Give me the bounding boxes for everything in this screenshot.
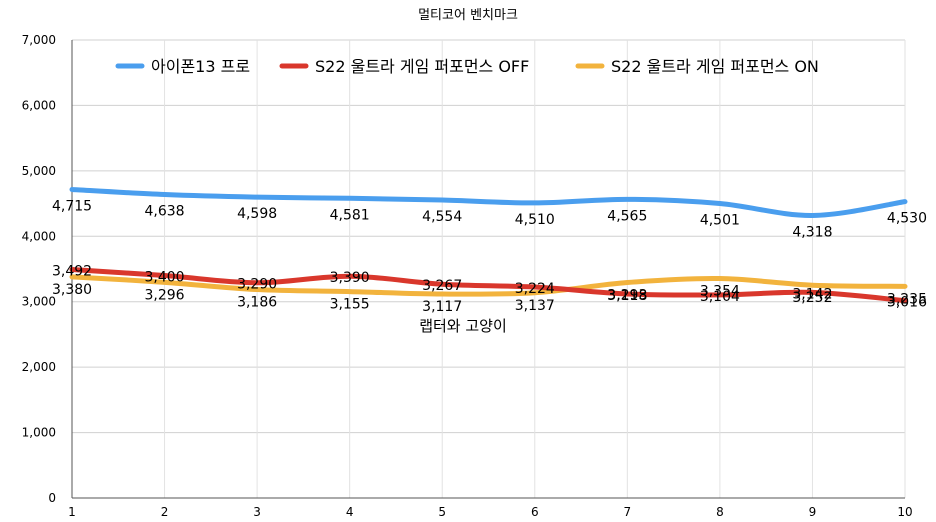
data-labels: 4,715 4,638 4,598 4,581 4,554 4,510 4,565 4,501… xyxy=(52,199,927,316)
y-tick-label: 3,000 xyxy=(22,295,56,309)
data-label: 3,380 xyxy=(52,282,92,298)
data-label: 4,554 xyxy=(422,209,462,225)
data-label: 3,400 xyxy=(145,270,185,286)
data-label: 3,104 xyxy=(700,289,740,305)
y-tick-label: 1,000 xyxy=(22,426,56,440)
legend-label: S22 울트라 게임 퍼포먼스 OFF xyxy=(315,57,529,76)
y-tick-label: 6,000 xyxy=(22,98,56,112)
data-label: 3,117 xyxy=(422,299,462,315)
gridlines xyxy=(71,39,906,499)
data-label: 3,235 xyxy=(887,291,927,307)
data-label: 3,252 xyxy=(792,290,832,306)
series-line-0 xyxy=(69,187,908,218)
data-label: 3,296 xyxy=(145,287,185,303)
data-label: 4,530 xyxy=(887,211,927,227)
data-label: 4,501 xyxy=(700,213,740,229)
x-tick-label: 7 xyxy=(624,505,632,519)
data-label: 3,142 xyxy=(792,286,832,302)
y-tick-label: 0 xyxy=(48,491,56,505)
x-tick-label: 3 xyxy=(253,505,261,519)
data-label: 3,137 xyxy=(515,298,555,314)
data-label: 3,155 xyxy=(330,297,370,313)
y-tick-label: 4,000 xyxy=(22,229,56,243)
x-tick-label: 6 xyxy=(531,505,539,519)
data-label: 4,638 xyxy=(145,204,185,220)
data-label: 4,565 xyxy=(607,208,647,224)
series-line-1 xyxy=(69,267,908,304)
data-label: 3,293 xyxy=(607,288,647,304)
legend-label: 아이폰13 프로 xyxy=(151,57,250,76)
x-tick-label: 4 xyxy=(346,505,354,519)
chart-title: 멀티코어 벤치마크 xyxy=(418,8,518,23)
data-label: 3,354 xyxy=(700,284,740,300)
data-label: 3,492 xyxy=(52,264,92,280)
x-axis: 1 2 3 4 5 6 7 8 9 10 xyxy=(68,497,913,519)
series-line-2 xyxy=(69,274,908,297)
data-label: 4,715 xyxy=(52,199,92,215)
x-tick-label: 1 xyxy=(68,505,76,519)
legend-label: S22 울트라 게임 퍼포먼스 ON xyxy=(611,57,819,76)
x-tick-label: 10 xyxy=(897,505,912,519)
y-tick-label: 7,000 xyxy=(22,33,56,47)
y-tick-label: 5,000 xyxy=(22,164,56,178)
data-label: 3,290 xyxy=(237,277,277,293)
x-tick-label: 2 xyxy=(161,505,169,519)
data-label: 4,318 xyxy=(792,224,832,240)
x-tick-label: 9 xyxy=(809,505,817,519)
data-label: 4,598 xyxy=(237,206,277,222)
data-label: 3,186 xyxy=(237,295,277,311)
chart-annotation: 랩터와 고양이 xyxy=(419,317,507,335)
x-tick-label: 5 xyxy=(438,505,446,519)
legend: 아이폰13 프로 S22 울트라 게임 퍼포먼스 OFF S22 울트라 게임 퍼포… xyxy=(115,57,819,76)
data-label: 3,224 xyxy=(515,281,555,297)
data-label: 3,016 xyxy=(887,295,927,311)
x-tick-label: 8 xyxy=(716,505,724,519)
data-label: 3,390 xyxy=(330,270,370,286)
data-label: 4,581 xyxy=(330,207,370,223)
y-tick-label: 2,000 xyxy=(22,360,56,374)
series-lines xyxy=(69,187,908,304)
data-label: 3,118 xyxy=(607,288,647,304)
data-label: 3,267 xyxy=(422,278,462,294)
data-label: 4,510 xyxy=(515,212,555,228)
